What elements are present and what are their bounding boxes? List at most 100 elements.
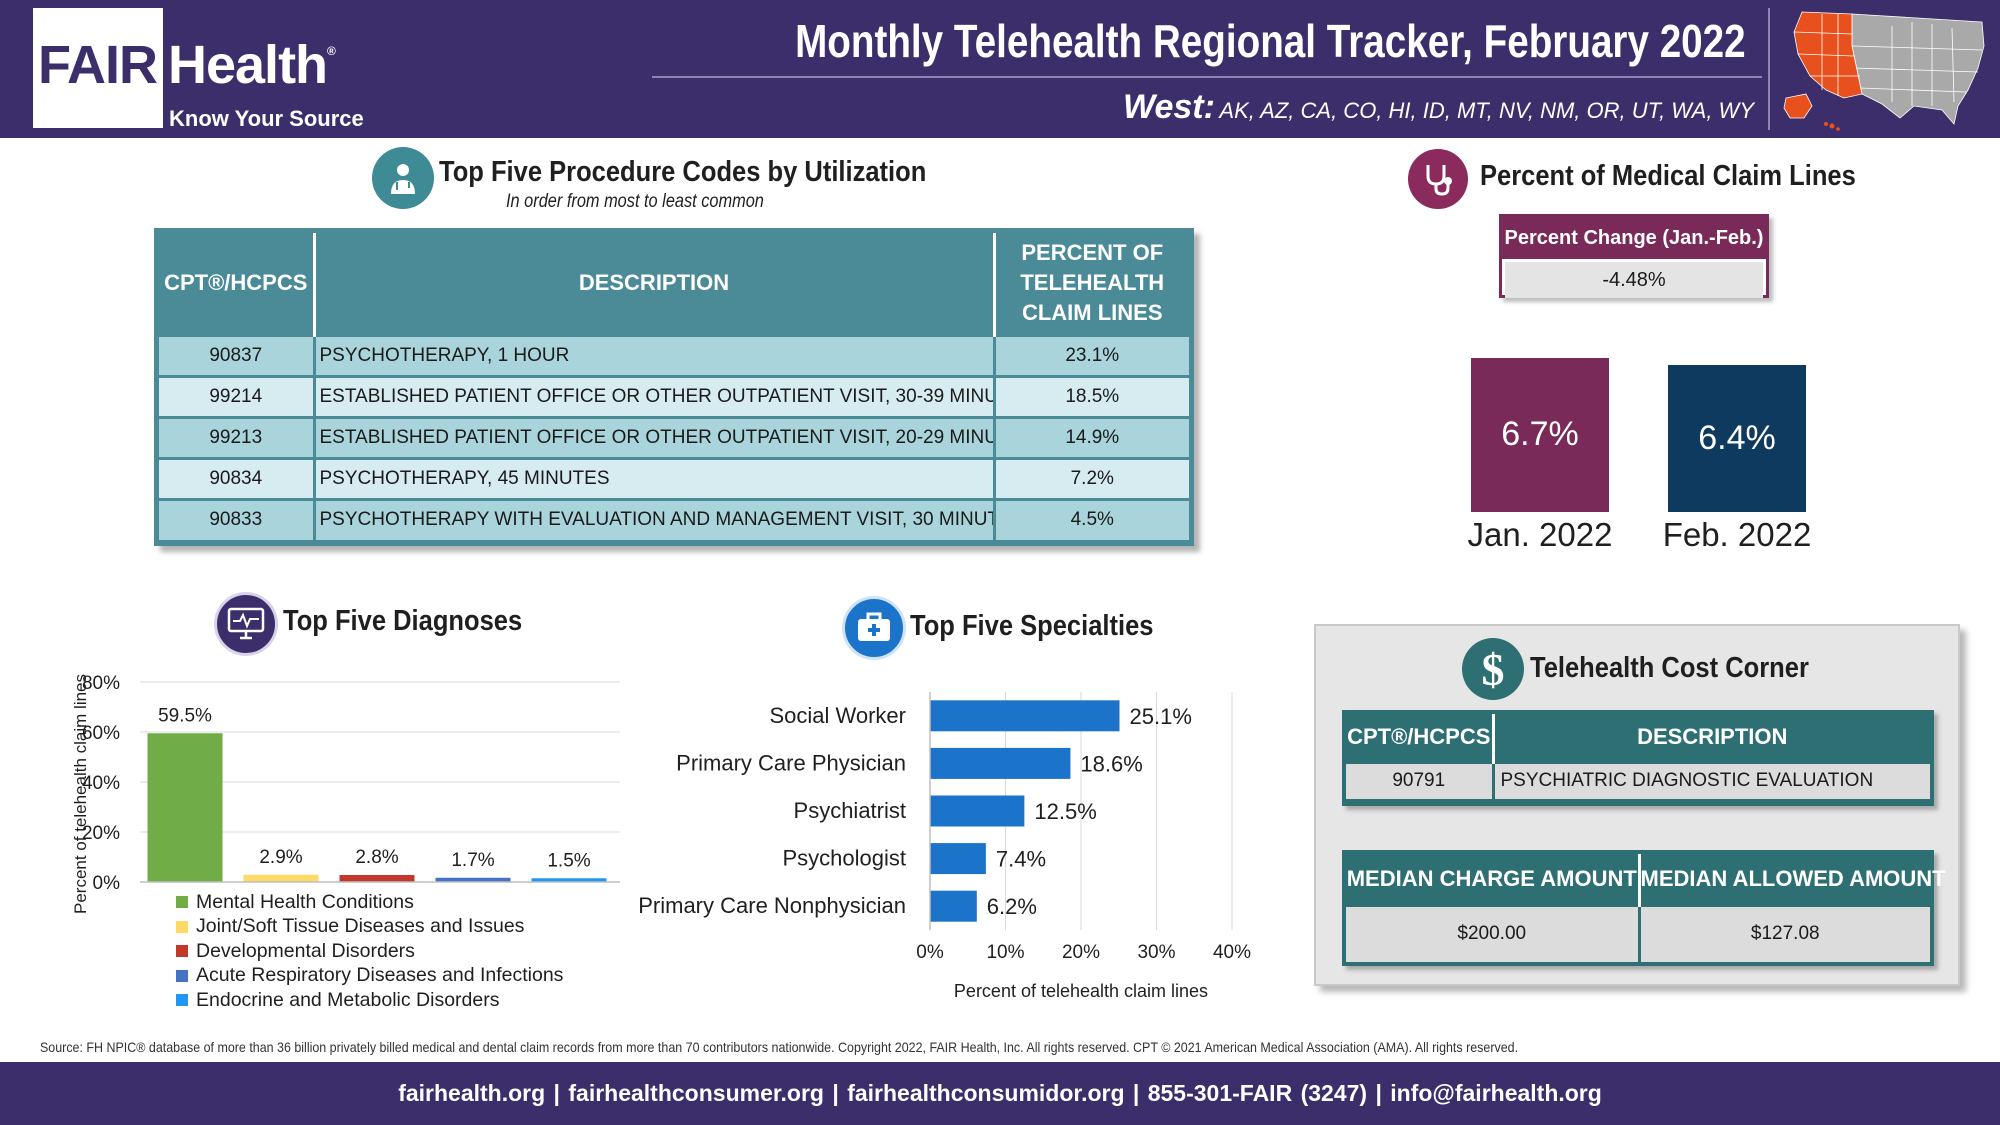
medical-kit-icon [842,596,906,660]
cost-description: PSYCHIATRIC DIAGNOSTIC EVALUATION [1493,760,1930,799]
spec-xtick-label: 30% [1137,942,1175,963]
spec-category-label: Primary Care Physician [676,750,906,775]
procedure-percent: 14.9% [994,415,1189,458]
monitor-glyph [227,607,265,640]
diagnoses-chart: 0% 20% 40% 60% 80%Percent of telehealth clai… [71,673,620,914]
procedure-code: 90834 [159,456,316,499]
us-map-icon [1783,11,1985,131]
legend-item: Joint/Soft Tissue Diseases and Issues [176,915,563,940]
spec-category-label: Psychologist [782,846,906,871]
medical-claims-label-feb: Feb. 2022 [1662,516,1812,553]
table-row: 90833 PSYCHOTHERAPY WITH EVALUATION AND M… [159,497,1189,540]
medical-claims-label-jan: Jan. 2022 [1467,516,1613,553]
region-line: West: AK, AZ, CA, CO, HI, ID, MT, NV, NM… [1123,88,1754,127]
procedure-description: PSYCHOTHERAPY WITH EVALUATION AND MANAGE… [314,497,996,540]
medical-claims-value-jan: 6.7% [1501,415,1579,454]
medical-claims-value-feb: 6.4% [1698,418,1776,457]
table-row: $200.00 $127.08 [1346,903,1930,962]
logo-tagline: Know Your Source [169,106,364,131]
stethoscope-icon [1408,149,1468,209]
legend-swatch [176,945,188,958]
logo-white-box [33,8,163,128]
legend-item: Mental Health Conditions [176,890,563,915]
spec-bar-label: 12.5% [1034,799,1096,824]
spec-bar [930,700,1120,732]
spec-bar-label: 18.6% [1080,751,1142,776]
spec-xtick-label: 10% [986,942,1024,963]
procedure-percent: 7.2% [994,456,1189,499]
logo-fair-text: FAIR [38,35,158,95]
table-row: 99213 ESTABLISHED PATIENT OFFICE OR OTHER… [159,415,1189,458]
spec-category-label: Social Worker [769,703,906,728]
procedures-table: CPT®/HCPCS DESCRIPTION PERCENT OF TELEHE… [159,233,1189,540]
specialties-chart: 0% 10% 20% 30% 40%Percent of telehealth clai… [638,692,1251,1001]
footer-links: fairhealth.org | fairhealthconsumer.org … [398,1080,1602,1106]
monitor-heartbeat-icon [214,592,278,656]
diag-bar [339,875,415,882]
spec-category-label: Psychiatrist [794,798,906,823]
procedure-description: PSYCHOTHERAPY, 1 HOUR [314,333,996,376]
cost-col-description: DESCRIPTION [1637,724,1788,750]
medical-kit-glyph [858,612,890,641]
diag-bar-label: 1.7% [451,850,494,871]
legend-swatch [176,994,188,1007]
procedures-table-frame: CPT®/HCPCS DESCRIPTION PERCENT OF TELEHE… [154,228,1194,546]
region-name: West: [1123,88,1215,126]
median-charge-value: $200.00 [1346,903,1641,962]
legend-label: Endocrine and Metabolic Disorders [196,988,500,1011]
procedures-col-description: DESCRIPTION [314,233,996,335]
diag-bar-label: 2.9% [259,847,302,868]
doctor-glyph [391,164,415,194]
procedure-percent: 18.5% [994,374,1189,417]
spec-xtick-label: 20% [1062,942,1100,963]
diag-bar [147,733,223,882]
spec-bar [930,890,977,922]
diag-bar [435,877,511,882]
cost-col-code: CPT®/HCPCS [1346,714,1495,762]
cost-code-table-frame: CPT®/HCPCS DESCRIPTION 90791 PSYCHIATRIC… [1342,710,1934,806]
procedure-description: PSYCHOTHERAPY, 45 MINUTES [314,456,996,499]
diag-bar-label: 59.5% [158,705,212,726]
header-rule [652,76,1762,78]
us-map-west-region [1783,11,1863,131]
spec-category-label: Primary Care Nonphysician [638,893,906,918]
legend-swatch [176,896,188,909]
legend-label: Joint/Soft Tissue Diseases and Issues [196,915,525,938]
legend-swatch [176,920,188,933]
stethoscope-glyph [1426,165,1452,196]
procedures-header-row: CPT®/HCPCS DESCRIPTION PERCENT OF TELEHE… [159,233,1189,335]
cost-amount-header-row: MEDIAN CHARGE AMOUNT MEDIAN ALLOWED AMOU… [1346,854,1946,905]
legend-label: Mental Health Conditions [196,890,414,913]
procedure-code: 90837 [159,333,316,376]
spec-bar [930,843,986,875]
logo-health-word: Health [168,35,328,95]
procedure-code: 99214 [159,374,316,417]
median-allowed-value: $127.08 [1639,903,1930,962]
median-charge-header: MEDIAN CHARGE AMOUNT [1346,854,1641,905]
diag-ytick-label: 40% [82,773,120,794]
legend-swatch [176,969,188,982]
legend-label: Developmental Disorders [196,939,415,962]
diag-y-axis-label: Percent of telehealth claim lines [71,674,90,914]
dollar-glyph: $ [1481,643,1505,695]
cost-code-table: CPT®/HCPCS DESCRIPTION 90791 PSYCHIATRIC… [1346,714,1930,799]
spec-bar [930,795,1025,827]
cost-code: 90791 [1346,760,1495,799]
diag-bar [243,874,319,882]
spec-bar-label: 7.4% [996,847,1046,872]
table-row: 90791 PSYCHIATRIC DIAGNOSTIC EVALUATION [1346,760,1930,799]
cost-amount-table: MEDIAN CHARGE AMOUNT MEDIAN ALLOWED AMOU… [1346,854,1946,962]
procedures-col-code: CPT®/HCPCS [159,233,316,335]
procedures-col-percent: PERCENT OF TELEHEALTH CLAIM LINES [994,233,1189,335]
medical-claims-bar-feb: 6.4% [1668,364,1806,512]
procedure-percent: 4.5% [994,497,1189,540]
page-title: Monthly Telehealth Regional Tracker, Feb… [795,15,1746,67]
procedure-code: 99213 [159,415,316,458]
procedures-title: Top Five Procedure Codes by Utilization [439,156,927,188]
specialties-title: Top Five Specialties [910,610,1154,642]
spec-xtick-label: 40% [1213,942,1251,963]
medical-claims-bar-jan: 6.7% [1471,357,1609,512]
legend-item: Acute Respiratory Diseases and Infection… [176,964,563,989]
logo-registered-mark: ® [327,44,336,58]
footer-banner: fairhealth.org | fairhealthconsumer.org … [0,1062,2000,1125]
